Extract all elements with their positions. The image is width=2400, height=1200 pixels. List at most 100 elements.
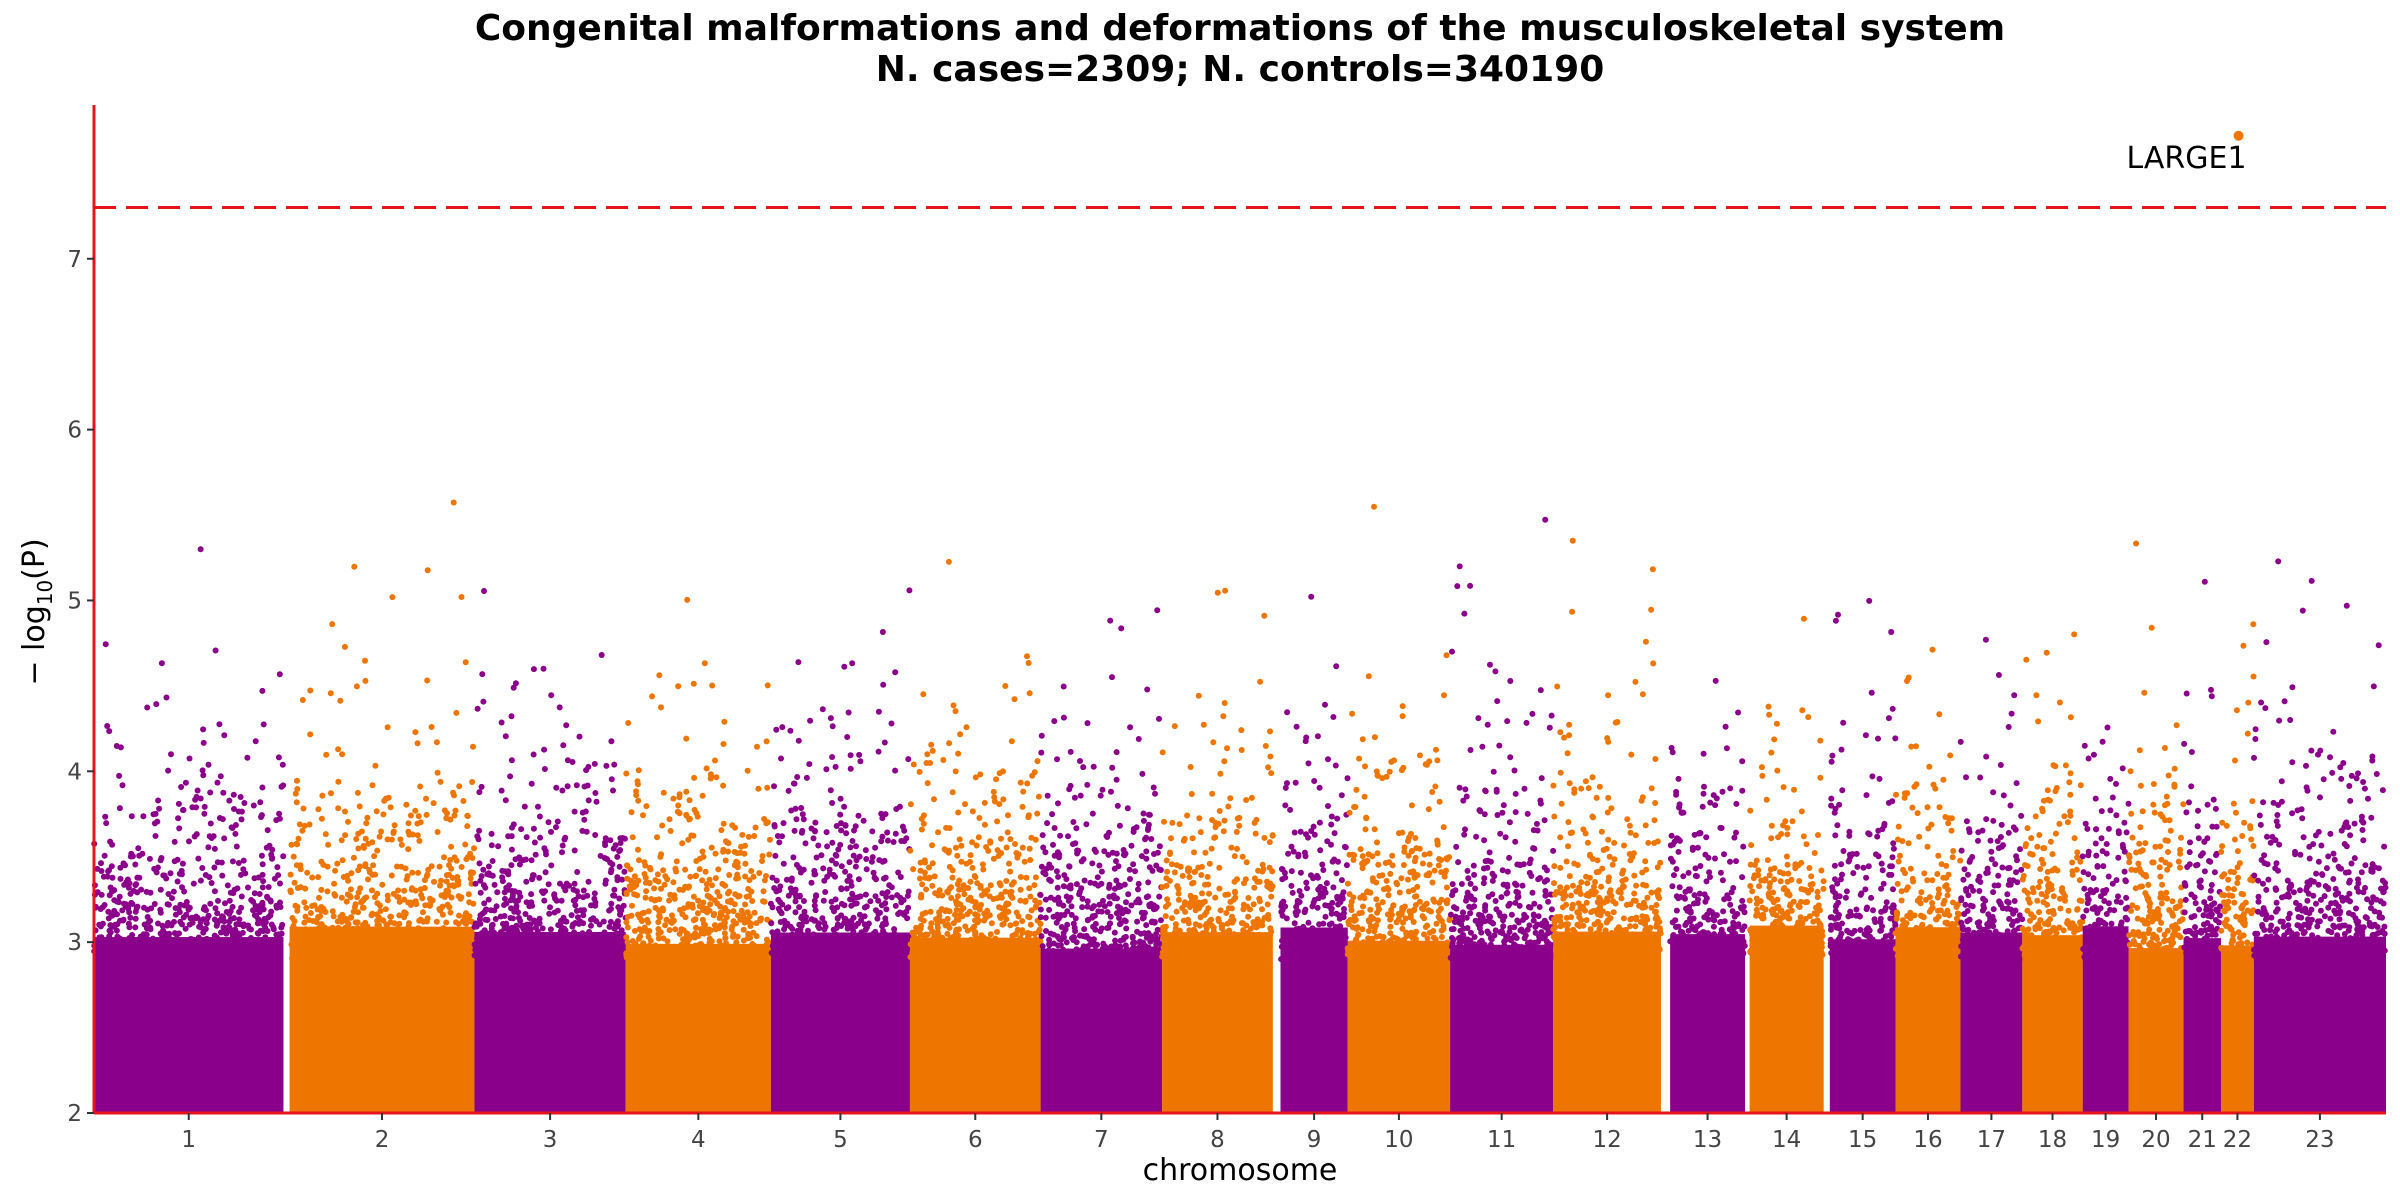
snp-point: [623, 934, 630, 941]
snp-point: [1529, 889, 1536, 896]
snp-point: [1184, 938, 1191, 945]
snp-point: [1548, 712, 1555, 719]
snp-point: [1433, 746, 1439, 753]
snp-point: [703, 886, 710, 893]
snp-point: [418, 953, 425, 959]
snp-point: [1618, 895, 1625, 902]
snp-point: [339, 751, 346, 758]
snp-point: [1425, 806, 1432, 813]
snp-point: [1295, 851, 1302, 858]
snp-point: [946, 825, 953, 832]
snp-point: [574, 869, 581, 875]
snp-point: [468, 869, 474, 876]
snp-point: [841, 902, 848, 909]
snp-point: [1395, 916, 1402, 923]
snp-point: [918, 891, 925, 898]
snp-point: [135, 845, 142, 852]
snp-point: [174, 878, 181, 885]
snp-point: [147, 924, 154, 931]
snp-point: [780, 941, 787, 948]
snp-point: [1482, 787, 1489, 794]
snp-point: [1351, 804, 1358, 810]
snp-point: [523, 834, 530, 841]
snp-point: [377, 946, 384, 953]
snp-point: [538, 931, 544, 938]
snp-point: [219, 872, 226, 879]
snp-point: [1033, 903, 1039, 910]
snp-point: [600, 918, 607, 925]
snp-point: [1146, 949, 1153, 956]
snp-point: [541, 897, 548, 904]
snp-point: [1006, 860, 1012, 867]
snp-point: [1084, 903, 1091, 910]
snp-point: [443, 815, 450, 822]
snp-point: [764, 784, 771, 791]
snp-point: [251, 912, 258, 919]
snp-point: [394, 931, 401, 938]
snp-point: [799, 913, 805, 920]
snp-point: [1450, 936, 1457, 943]
snp-point: [1239, 920, 1246, 927]
snp-point: [546, 910, 553, 917]
snp-point: [1038, 749, 1045, 756]
snp-point: [602, 877, 609, 884]
snp-point: [1465, 950, 1472, 957]
snp-point: [604, 856, 611, 863]
snp-point: [127, 914, 134, 921]
snp-point: [1309, 903, 1316, 910]
snp-point: [547, 926, 554, 933]
snp-point: [1527, 856, 1534, 863]
snp-point: [513, 905, 520, 912]
snp-point: [434, 829, 441, 835]
snp-point: [313, 943, 320, 950]
snp-point: [145, 919, 152, 926]
snp-point: [1416, 898, 1423, 905]
snp-point: [929, 747, 936, 754]
snp-point: [279, 921, 286, 928]
snp-point: [1449, 881, 1456, 888]
snp-point: [1289, 889, 1296, 896]
snp-point: [1145, 879, 1152, 886]
snp-point: [773, 726, 780, 733]
snp-point: [847, 765, 854, 772]
snp-point: [612, 842, 619, 849]
snp-point: [1496, 742, 1503, 749]
snp-point: [670, 944, 677, 951]
chromosome-2-points: [287, 499, 477, 1113]
snp-point: [1497, 912, 1504, 919]
snp-point: [243, 939, 249, 946]
snp-point: [1537, 946, 1544, 953]
snp-point: [200, 739, 207, 746]
snp-point: [1189, 835, 1196, 842]
snp-point: [394, 893, 401, 900]
snp-point: [384, 836, 391, 843]
snp-point: [1117, 920, 1124, 927]
snp-point: [1053, 868, 1060, 875]
snp-point: [1179, 905, 1186, 911]
snp-point: [1134, 928, 1141, 935]
snp-point: [216, 721, 223, 728]
snp-point: [1090, 763, 1097, 770]
snp-point: [1334, 893, 1341, 900]
snp-point: [452, 807, 459, 814]
snp-point: [938, 952, 945, 959]
snp-point: [635, 797, 642, 804]
snp-point: [365, 876, 371, 883]
snp-point: [1116, 884, 1123, 890]
snp-point: [206, 874, 213, 881]
snp-point: [1353, 786, 1360, 793]
snp-point: [1156, 715, 1162, 722]
snp-point: [1031, 769, 1038, 776]
snp-point: [279, 761, 286, 768]
snp-point: [1154, 849, 1161, 856]
snp-point: [424, 677, 431, 684]
snp-point: [1221, 758, 1228, 765]
snp-point: [235, 808, 242, 815]
snp-point: [624, 924, 631, 931]
snp-point: [518, 826, 525, 833]
snp-point: [319, 792, 326, 799]
snp-point: [652, 877, 659, 884]
snp-point: [466, 913, 473, 920]
snp-point: [523, 925, 530, 932]
snp-point: [1208, 950, 1215, 957]
